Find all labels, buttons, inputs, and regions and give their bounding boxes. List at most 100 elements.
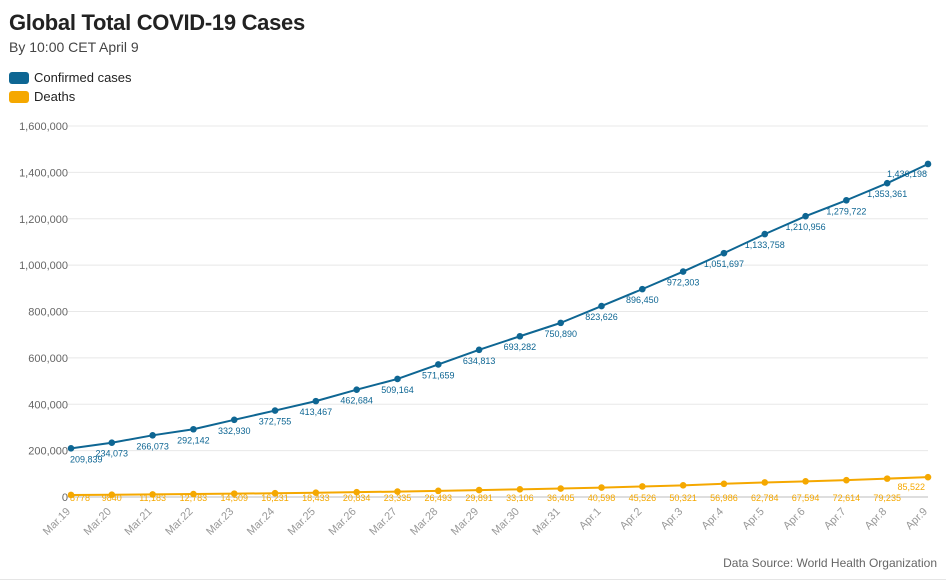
y-tick-label: 0 [62,492,68,504]
x-tick-label: Apr.3 [659,506,686,533]
data-label-confirmed: 462,684 [340,396,373,406]
y-tick-label: 1,000,000 [19,260,68,272]
data-point-deaths[interactable] [598,484,605,491]
data-point-confirmed[interactable] [598,302,605,310]
data-label-deaths: 26,493 [425,493,453,503]
data-label-confirmed: 413,467 [300,407,333,417]
data-label-deaths: 11,183 [139,493,166,503]
data-point-confirmed[interactable] [230,416,238,424]
data-point-deaths[interactable] [516,486,524,493]
data-point-confirmed[interactable] [802,212,809,220]
data-point-confirmed[interactable] [557,319,565,327]
data-label-deaths: 79,235 [873,493,901,503]
data-point-deaths[interactable] [720,480,728,488]
data-point-confirmed[interactable] [190,425,197,433]
data-point-confirmed[interactable] [843,196,850,204]
data-point-confirmed[interactable] [271,407,279,414]
data-point-deaths[interactable] [67,491,75,499]
data-point-confirmed[interactable] [679,268,687,275]
data-point-deaths[interactable] [394,488,401,495]
legend-item-deaths[interactable]: Deaths [9,87,132,106]
data-point-deaths[interactable] [230,490,238,497]
data-label-deaths: 14,509 [220,493,248,503]
data-point-deaths[interactable] [475,486,483,494]
data-label-deaths: 72,614 [833,493,861,503]
data-point-confirmed[interactable] [149,432,156,439]
x-tick-label: Mar.25 [286,506,318,538]
x-tick-label: Mar.21 [122,506,154,538]
y-tick-label: 600,000 [28,353,68,365]
y-tick-label: 200,000 [28,446,68,458]
data-label-deaths: 40,598 [588,493,616,503]
data-point-deaths[interactable] [149,491,156,498]
data-point-deaths[interactable] [271,489,279,497]
data-point-confirmed[interactable] [761,230,769,238]
x-tick-label: Mar.31 [531,506,563,538]
chart-title: Global Total COVID-19 Cases [9,10,305,35]
data-point-confirmed[interactable] [434,361,442,368]
data-label-deaths: 36,405 [547,493,575,503]
x-tick-label: Mar.24 [245,506,277,538]
data-label-confirmed: 234,073 [96,449,129,459]
data-label-confirmed: 571,659 [422,370,455,380]
data-point-deaths[interactable] [883,475,891,482]
data-label-deaths: 33,106 [506,493,534,503]
data-point-deaths[interactable] [108,491,116,499]
data-point-deaths[interactable] [434,487,442,495]
data-source-note: Data Source: World Health Organization [723,556,937,570]
data-point-deaths[interactable] [802,478,809,485]
data-point-confirmed[interactable] [639,285,646,293]
data-label-confirmed: 509,164 [381,385,414,395]
x-tick-label: Mar.19 [41,506,73,538]
data-point-deaths[interactable] [557,485,565,492]
legend-label-deaths: Deaths [34,89,76,104]
data-point-confirmed[interactable] [475,346,483,354]
x-tick-label: Mar.29 [449,506,481,538]
data-point-deaths[interactable] [639,483,646,490]
data-point-confirmed[interactable] [516,332,524,340]
data-label-confirmed: 292,142 [177,435,210,445]
x-tick-label: Mar.23 [204,506,236,538]
data-label-deaths: 50,321 [669,493,697,503]
data-label-deaths: 23,335 [384,493,412,503]
series-line-confirmed [70,163,929,450]
data-point-deaths[interactable] [843,476,850,484]
data-label-confirmed: 332,930 [218,426,251,436]
data-label-confirmed: 1,353,361 [867,189,907,199]
data-point-confirmed[interactable] [883,179,891,187]
chart-subtitle: By 10:00 CET April 9 [9,39,139,55]
data-point-confirmed[interactable] [353,386,360,394]
legend-item-confirmed[interactable]: Confirmed cases [9,68,132,87]
data-point-confirmed[interactable] [67,445,75,452]
data-point-deaths[interactable] [761,479,769,486]
data-point-deaths[interactable] [312,489,320,497]
data-point-confirmed[interactable] [720,249,728,257]
data-label-confirmed: 372,755 [259,417,292,427]
data-label-confirmed: 972,303 [667,278,700,288]
x-tick-label: Mar.30 [490,506,522,538]
data-point-confirmed[interactable] [924,160,932,168]
x-tick-label: Apr.5 [740,506,767,533]
legend: Confirmed cases Deaths [9,68,132,106]
data-label-deaths: 20,834 [343,493,371,503]
x-tick-label: Apr.1 [577,506,604,533]
data-point-confirmed[interactable] [108,439,116,447]
data-label-confirmed: 266,073 [136,441,169,451]
x-tick-label: Mar.22 [163,506,195,538]
data-label-deaths: 67,594 [792,493,820,503]
y-tick-label: 1,400,000 [19,167,68,179]
bottom-divider [0,579,946,580]
data-point-deaths[interactable] [190,490,197,498]
data-label-confirmed: 1,436,198 [887,169,927,179]
data-point-confirmed[interactable] [312,397,320,405]
data-point-deaths[interactable] [679,482,687,489]
data-point-confirmed[interactable] [394,375,401,383]
data-point-deaths[interactable] [353,488,360,496]
data-label-deaths: 62,784 [751,493,779,503]
y-tick-label: 1,200,000 [19,214,68,226]
data-label-deaths: 9840 [102,493,122,503]
data-point-deaths[interactable] [924,473,932,481]
data-label-deaths: 45,526 [629,493,657,503]
x-tick-label: Apr.9 [903,506,930,533]
